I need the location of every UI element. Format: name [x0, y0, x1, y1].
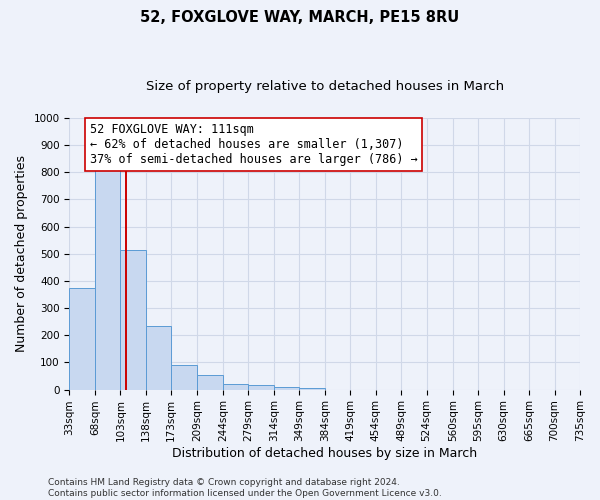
Bar	[248, 384, 274, 390]
X-axis label: Distribution of detached houses by size in March: Distribution of detached houses by size …	[172, 447, 477, 460]
Bar	[70, 288, 95, 390]
Bar	[146, 326, 171, 390]
Bar	[274, 387, 299, 390]
Text: Contains HM Land Registry data © Crown copyright and database right 2024.
Contai: Contains HM Land Registry data © Crown c…	[48, 478, 442, 498]
Bar	[197, 376, 223, 390]
Bar	[121, 250, 146, 390]
Title: Size of property relative to detached houses in March: Size of property relative to detached ho…	[146, 80, 504, 93]
Bar	[171, 364, 197, 390]
Bar	[95, 167, 121, 390]
Bar	[299, 388, 325, 390]
Text: 52 FOXGLOVE WAY: 111sqm
← 62% of detached houses are smaller (1,307)
37% of semi: 52 FOXGLOVE WAY: 111sqm ← 62% of detache…	[90, 123, 418, 166]
Y-axis label: Number of detached properties: Number of detached properties	[15, 155, 28, 352]
Text: 52, FOXGLOVE WAY, MARCH, PE15 8RU: 52, FOXGLOVE WAY, MARCH, PE15 8RU	[140, 10, 460, 25]
Bar	[223, 384, 248, 390]
